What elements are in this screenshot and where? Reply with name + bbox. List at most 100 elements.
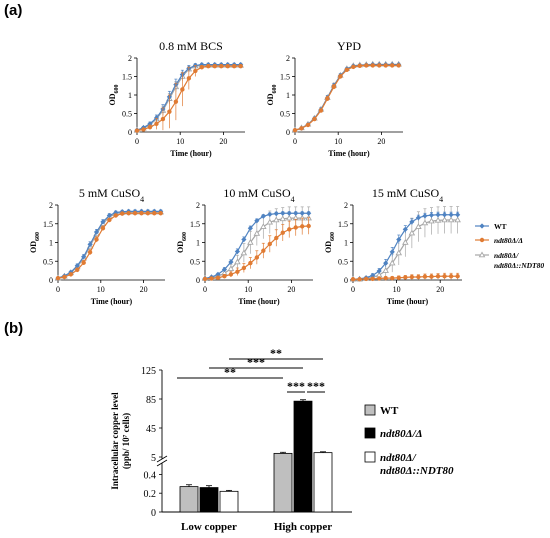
data-point <box>409 274 415 280</box>
y-tick-label: 0 <box>196 276 200 285</box>
data-point <box>390 63 395 68</box>
bar <box>273 452 293 513</box>
y-tick-label: 1.5 <box>122 73 132 82</box>
data-point <box>94 237 99 242</box>
data-point <box>152 211 157 216</box>
y-tick-label: 1 <box>344 239 348 248</box>
data-point <box>383 275 388 281</box>
data-point <box>370 276 375 282</box>
data-point <box>306 223 311 229</box>
data-point <box>422 274 428 279</box>
x-axis-label: Time (hour) <box>91 297 133 306</box>
data-point <box>254 255 260 260</box>
data-point <box>395 249 403 256</box>
data-point <box>357 277 362 282</box>
series-1 <box>202 210 312 282</box>
data-point <box>370 272 376 279</box>
significance-label: *** <box>247 355 265 369</box>
x-tick-label: 10 <box>393 285 401 294</box>
y-tick-label: 0.5 <box>122 110 132 119</box>
chart-title: 5 mM CuSO4 <box>79 186 144 204</box>
x-tick-label: 20 <box>140 285 148 294</box>
title-subscript: 4 <box>291 195 295 204</box>
data-point <box>254 218 260 224</box>
y-tick-label: 1 <box>49 239 53 248</box>
data-point <box>293 210 299 216</box>
y-axis-label-subscript: 600 <box>35 232 41 241</box>
legend-label: ndt80Δ/Δ <box>380 428 423 440</box>
bar <box>179 486 199 513</box>
data-point <box>293 225 298 230</box>
data-point <box>260 223 267 230</box>
data-point <box>455 274 460 279</box>
y-tick-label: 0.4 <box>144 470 157 481</box>
bar <box>293 400 313 513</box>
data-point <box>145 211 151 216</box>
legend-label: WT <box>380 405 399 417</box>
data-point <box>75 267 80 273</box>
data-point <box>279 215 287 222</box>
data-point <box>396 236 402 243</box>
x-tick-label: 0 <box>293 137 297 146</box>
data-point <box>435 212 441 218</box>
y-tick-label: 0 <box>49 276 53 285</box>
y-tick-label: 1 <box>286 91 290 100</box>
data-point <box>68 272 74 277</box>
data-point <box>238 63 243 69</box>
x-tick-label: 10 <box>176 137 184 146</box>
bar <box>313 452 333 513</box>
legend-label: ndt80Δ::NDT80 <box>494 261 544 270</box>
data-point <box>280 230 285 235</box>
y-tick-label: 1.5 <box>190 220 200 229</box>
data-point <box>221 266 228 273</box>
legend-label: ndt80Δ::NDT80 <box>380 465 454 477</box>
data-point <box>389 249 395 255</box>
data-point <box>434 216 442 223</box>
data-point <box>429 274 434 279</box>
data-point <box>153 115 160 121</box>
data-point <box>396 63 401 68</box>
data-point <box>139 211 144 216</box>
series-2 <box>134 63 243 133</box>
data-point <box>448 274 454 279</box>
data-point <box>134 128 140 133</box>
series-3 <box>201 206 312 281</box>
y-axis-label-subscript: 600 <box>182 232 188 241</box>
y-axis-label-subscript: 600 <box>272 85 278 94</box>
data-point <box>106 212 112 219</box>
data-point <box>113 213 118 218</box>
data-point <box>235 269 240 274</box>
y-tick-label: 85 <box>146 395 156 406</box>
data-point <box>396 275 401 280</box>
data-point <box>199 65 204 70</box>
x-axis-label: Time (hour) <box>328 149 370 158</box>
y-tick-label: 0.5 <box>280 110 290 119</box>
data-point <box>435 274 441 279</box>
series-3 <box>349 206 461 282</box>
data-point <box>209 276 214 281</box>
axis-break-mark <box>156 459 168 467</box>
data-point <box>403 275 408 280</box>
series-1 <box>350 211 461 282</box>
data-point <box>261 248 266 253</box>
data-point <box>442 274 447 279</box>
bar <box>199 487 219 513</box>
legend-swatch <box>364 451 376 463</box>
data-point <box>377 63 382 68</box>
data-point <box>305 122 311 128</box>
data-point <box>299 126 304 131</box>
y-axis-label: OD600 <box>176 232 188 253</box>
category-label: Low copper <box>181 521 237 533</box>
y-axis-label: OD600 <box>29 232 41 253</box>
y-tick-label: 2 <box>344 201 348 210</box>
data-point <box>222 274 227 279</box>
data-point <box>158 211 163 216</box>
x-tick-label: 20 <box>219 137 227 146</box>
data-point <box>370 63 375 68</box>
significance-label: ** <box>270 346 282 360</box>
